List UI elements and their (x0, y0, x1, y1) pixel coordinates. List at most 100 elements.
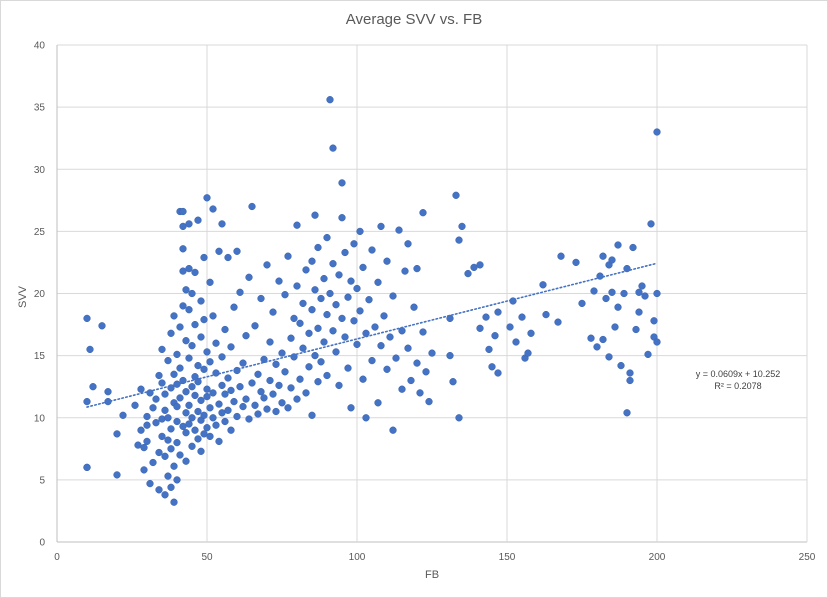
data-point (188, 289, 196, 298)
data-point (161, 390, 169, 398)
x-axis-label: FB (425, 569, 439, 581)
data-point (395, 226, 403, 234)
data-point (251, 322, 259, 330)
data-point (476, 261, 484, 269)
data-point (206, 278, 214, 286)
y-tick-label: 35 (34, 103, 46, 114)
data-point (164, 472, 172, 480)
data-point (602, 294, 610, 303)
data-point (626, 369, 634, 377)
data-point (167, 425, 175, 433)
data-point (344, 364, 352, 372)
data-point (194, 435, 202, 443)
trendline (86, 262, 658, 408)
data-point (83, 314, 91, 323)
data-point (224, 406, 232, 414)
data-point (377, 342, 385, 350)
data-point (143, 412, 151, 421)
x-tick-label: 250 (799, 552, 816, 563)
data-point (350, 240, 358, 248)
data-point (182, 337, 190, 345)
data-point (185, 306, 193, 314)
y-tick-label: 10 (34, 413, 46, 424)
data-point (221, 417, 229, 426)
chart-title: Average SVV vs. FB (346, 11, 482, 28)
data-point (203, 385, 211, 393)
data-point (104, 388, 112, 396)
data-point (338, 314, 346, 323)
data-point (308, 306, 316, 314)
data-point (293, 221, 301, 229)
data-point (275, 277, 283, 285)
data-point (374, 399, 382, 407)
data-point (158, 432, 166, 441)
data-point (353, 284, 361, 293)
data-point (173, 438, 181, 447)
data-point (113, 471, 121, 479)
data-point (155, 486, 163, 494)
data-point (227, 343, 235, 351)
data-point (173, 417, 181, 426)
data-point (239, 402, 247, 411)
data-point (635, 308, 643, 316)
gridlines (56, 44, 808, 543)
data-point (452, 191, 460, 199)
data-point (323, 371, 331, 380)
data-point (278, 399, 286, 407)
data-point (302, 266, 310, 274)
data-point (263, 261, 271, 269)
data-point (320, 274, 328, 283)
data-point (263, 405, 271, 413)
data-point (176, 323, 184, 331)
data-point (203, 424, 211, 432)
data-point (362, 329, 370, 337)
data-point (359, 375, 367, 383)
data-point (203, 348, 211, 356)
data-point (305, 363, 313, 371)
data-point (332, 301, 340, 309)
data-point (491, 332, 499, 340)
trendline-r-squared: R² = 0.2078 (714, 381, 761, 391)
data-point (257, 388, 265, 396)
data-point (632, 325, 640, 334)
data-point (446, 351, 454, 360)
data-point (524, 349, 532, 357)
data-point (236, 288, 244, 296)
data-point (269, 390, 277, 398)
data-point (167, 445, 175, 453)
data-point (209, 205, 217, 213)
data-point (212, 339, 220, 347)
data-points (83, 96, 661, 506)
data-point (188, 383, 196, 391)
data-point (281, 368, 289, 376)
data-point (113, 430, 121, 438)
data-point (200, 411, 208, 419)
data-point (653, 128, 661, 136)
data-point (170, 312, 178, 320)
data-point (194, 407, 202, 416)
data-point (398, 385, 406, 393)
data-point (638, 282, 646, 290)
data-point (368, 356, 376, 365)
data-point (305, 329, 313, 337)
data-point (599, 252, 607, 260)
data-point (86, 345, 94, 354)
data-point (308, 411, 316, 419)
data-point (326, 289, 334, 298)
data-point (179, 245, 187, 253)
data-point (257, 294, 265, 303)
data-point (89, 383, 97, 391)
data-point (185, 220, 193, 228)
data-point (173, 402, 181, 411)
data-point (137, 385, 145, 393)
data-point (203, 194, 211, 202)
data-point (311, 211, 319, 219)
data-point (593, 343, 601, 351)
data-point (341, 248, 349, 257)
data-point (293, 395, 301, 403)
data-point (230, 397, 238, 406)
x-tick-label: 0 (54, 552, 60, 563)
x-tick-label: 50 (201, 552, 213, 563)
data-point (191, 426, 199, 434)
